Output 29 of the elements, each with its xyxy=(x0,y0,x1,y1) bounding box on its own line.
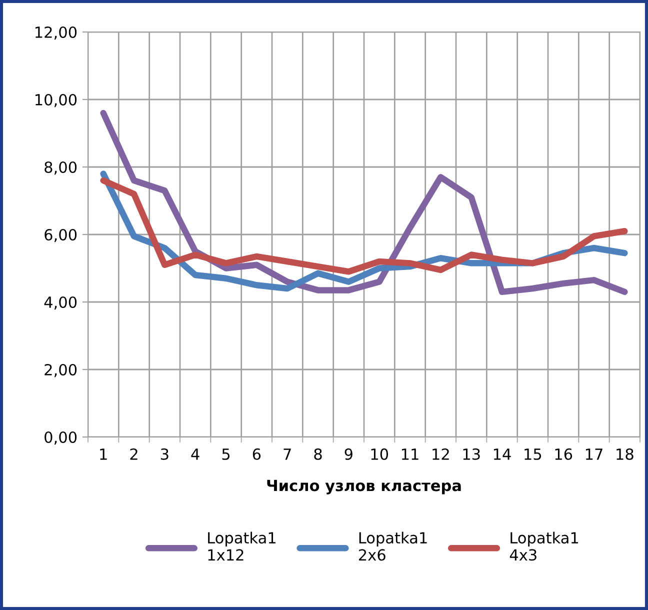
x-tick-label: 13 xyxy=(463,448,480,460)
y-tick-label: 8,00 xyxy=(44,161,77,175)
y-tick-label: 10,00 xyxy=(36,94,77,108)
x-tick-label: 15 xyxy=(524,448,542,460)
x-tick-label: 12 xyxy=(432,448,449,460)
x-tick-label: 16 xyxy=(555,448,572,460)
y-tick-label: 6,00 xyxy=(44,228,77,242)
x-tick-label: 1 xyxy=(100,448,107,460)
y-tick-label: 12,00 xyxy=(36,26,77,40)
legend-label: Lopatka1 2x6 xyxy=(358,532,427,561)
y-tick-label: 0,00 xyxy=(44,431,77,445)
legend-label: Lopatka1 4x3 xyxy=(510,532,578,561)
x-tick-label: 4 xyxy=(191,448,200,460)
x-tick-label: 17 xyxy=(586,448,602,460)
x-tick-label: 11 xyxy=(402,448,418,460)
y-tick-label: 4,00 xyxy=(44,296,77,310)
x-axis-title: Число узлов кластера xyxy=(267,480,461,494)
x-tick-label: 6 xyxy=(252,448,261,460)
y-tick-label: 2,00 xyxy=(44,364,77,378)
x-tick-label: 7 xyxy=(284,448,291,460)
x-tick-label: 18 xyxy=(616,448,634,460)
x-tick-label: 2 xyxy=(130,448,138,460)
x-tick-label: 3 xyxy=(160,448,168,460)
x-tick-label: 14 xyxy=(494,448,511,460)
x-tick-label: 10 xyxy=(371,448,388,460)
x-tick-label: 9 xyxy=(344,448,352,460)
x-tick-label: 5 xyxy=(222,448,230,460)
legend-label: Lopatka1 1x12 xyxy=(208,532,276,560)
x-tick-label: 8 xyxy=(314,448,322,460)
